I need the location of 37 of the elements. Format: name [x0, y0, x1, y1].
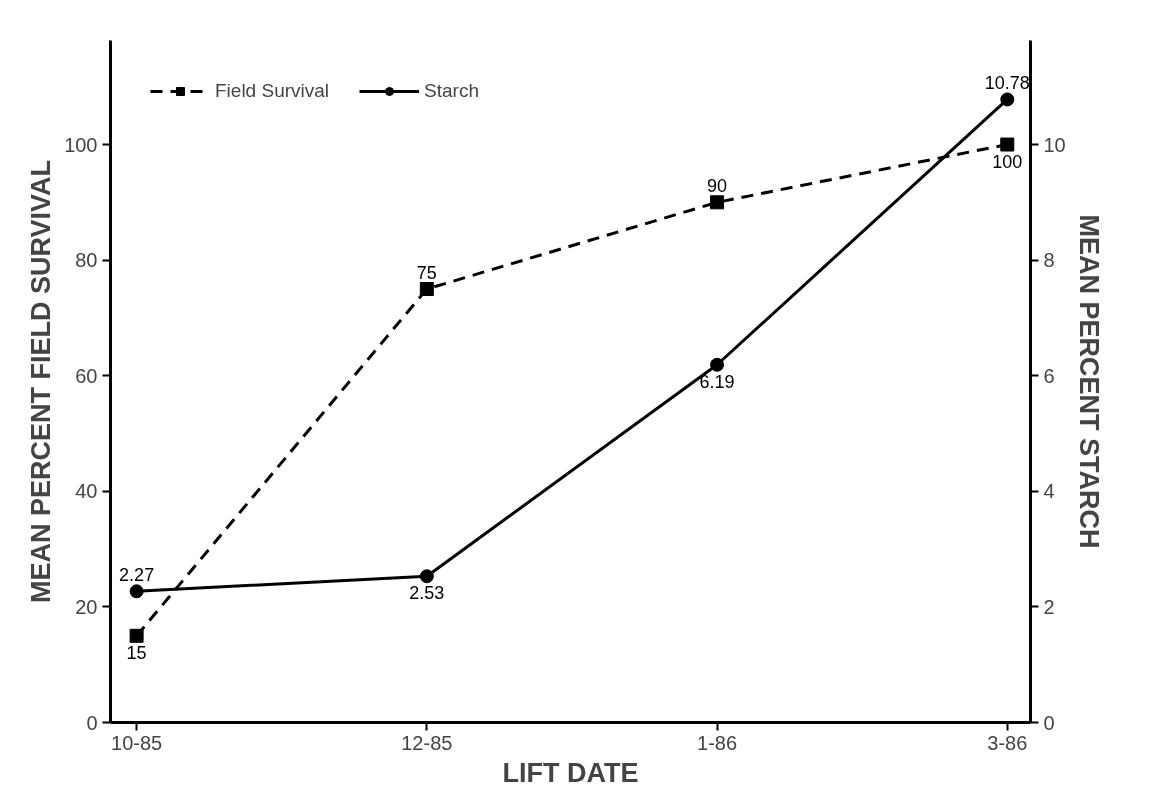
y2-tick-label: 6 — [1043, 364, 1055, 387]
y2-tick-label: 0 — [1043, 711, 1055, 734]
y-tick-label: 20 — [75, 595, 98, 618]
y-axis-title: MEAN PERCENT FIELD SURVIVAL — [26, 159, 57, 604]
point — [129, 584, 144, 599]
y2-axis-title: MEAN PERCENT STARCH — [1073, 214, 1104, 549]
legend-label: Starch — [424, 80, 479, 102]
x-tick-label: 1-86 — [697, 731, 738, 754]
data-label: 10.78 — [984, 73, 1030, 94]
point — [1000, 137, 1015, 152]
x-axis-title: LIFT DATE — [502, 757, 639, 788]
x-tick-label: 10-85 — [111, 731, 163, 754]
point — [129, 628, 144, 643]
y2-tick-label: 4 — [1043, 480, 1055, 503]
y2-tick-label: 10 — [1043, 133, 1066, 156]
y2-tick-label: 8 — [1043, 249, 1055, 272]
data-label: 2.53 — [409, 583, 445, 604]
x-tick-label: 12-85 — [401, 731, 453, 754]
data-label: 100 — [992, 151, 1023, 172]
y-tick-label: 80 — [75, 249, 98, 272]
point — [710, 195, 725, 210]
data-label: 90 — [707, 176, 728, 197]
point — [710, 357, 725, 372]
data-label: 15 — [126, 642, 147, 663]
data-label: 6.19 — [699, 371, 735, 392]
point — [1000, 92, 1015, 107]
point — [419, 282, 434, 297]
y-tick-label: 60 — [75, 364, 98, 387]
y2-tick-label: 2 — [1043, 595, 1055, 618]
data-label: 75 — [416, 263, 437, 284]
data-label: 2.27 — [119, 565, 155, 586]
x-tick-label: 3-86 — [987, 731, 1028, 754]
point — [419, 569, 434, 584]
legend-label: Field Survival — [215, 80, 330, 102]
y-tick-label: 40 — [75, 480, 98, 503]
y-tick-label: 100 — [64, 133, 98, 156]
y-tick-label: 0 — [86, 711, 98, 734]
